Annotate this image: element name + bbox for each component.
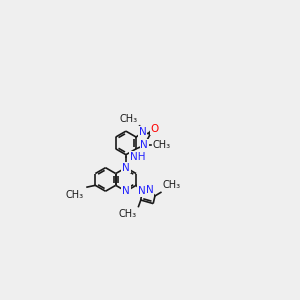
Text: NH: NH <box>130 152 145 162</box>
Text: N: N <box>146 185 154 195</box>
Text: N: N <box>122 163 130 173</box>
Text: O: O <box>151 124 159 134</box>
Text: N: N <box>138 186 146 196</box>
Text: CH₃: CH₃ <box>153 140 171 150</box>
Text: CH₃: CH₃ <box>118 209 136 219</box>
Text: N: N <box>122 186 130 196</box>
Text: CH₃: CH₃ <box>119 114 137 124</box>
Text: N: N <box>140 140 148 150</box>
Text: CH₃: CH₃ <box>163 180 181 190</box>
Text: CH₃: CH₃ <box>66 190 84 200</box>
Text: N: N <box>139 127 146 137</box>
